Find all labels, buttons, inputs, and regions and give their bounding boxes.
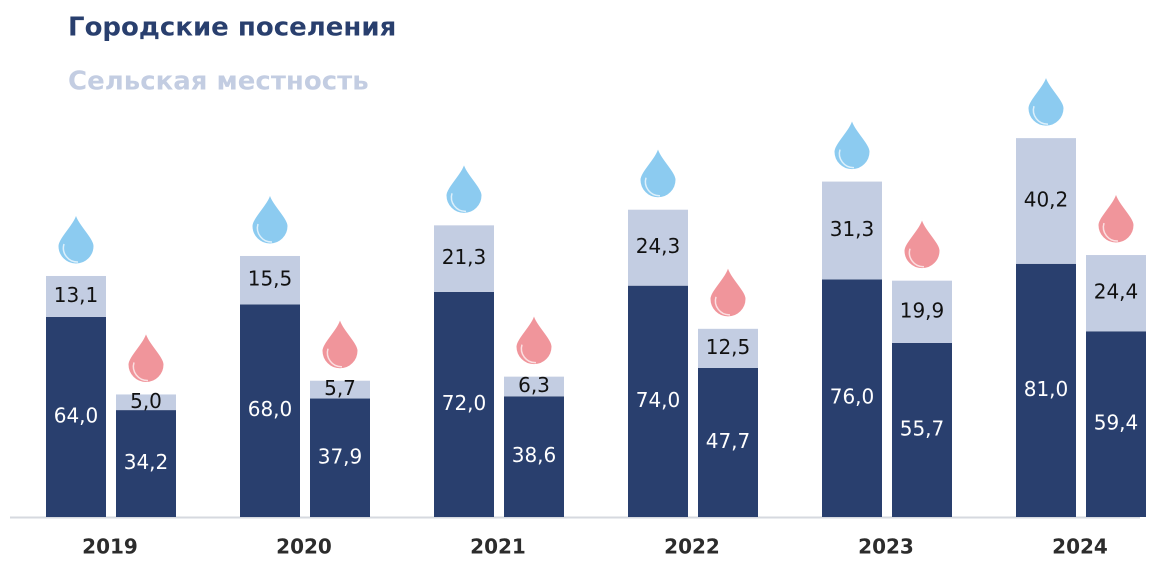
- value-label: 6,3: [518, 373, 550, 397]
- bar-segment: [434, 225, 494, 292]
- bar-segment: [892, 280, 952, 343]
- bar-segment: [822, 181, 882, 280]
- bar-segment: [698, 328, 758, 368]
- drop-highlight: [908, 248, 925, 268]
- bar-segment: [1086, 331, 1146, 517]
- value-label: 72,0: [442, 391, 487, 415]
- drop-highlight: [256, 223, 273, 243]
- drop-icon: [833, 119, 871, 171]
- value-label: 24,4: [1094, 280, 1139, 304]
- value-label: 15,5: [248, 267, 293, 291]
- bar-segment: [628, 209, 688, 286]
- value-label: 31,3: [830, 217, 875, 241]
- value-label: 5,0: [130, 389, 162, 413]
- value-label: 64,0: [54, 403, 99, 427]
- drop-icon: [1027, 75, 1065, 127]
- value-label: 5,7: [324, 376, 356, 400]
- bar-segment: [310, 380, 370, 399]
- value-label: 24,3: [636, 234, 681, 258]
- drop-icon: [709, 266, 747, 318]
- bar-segment: [434, 291, 494, 517]
- value-label: 68,0: [248, 397, 293, 421]
- bar-segment: [240, 304, 300, 517]
- drop-highlight: [450, 193, 467, 213]
- x-tick-label: 2024: [1052, 535, 1108, 559]
- bar-segment: [240, 255, 300, 305]
- bar-segment: [1016, 263, 1076, 517]
- x-tick-label: 2021: [470, 535, 526, 559]
- value-label: 21,3: [442, 245, 487, 269]
- x-tick-label: 2020: [276, 535, 332, 559]
- value-label: 13,1: [54, 283, 99, 307]
- value-label: 81,0: [1024, 377, 1069, 401]
- value-label: 38,6: [512, 443, 557, 467]
- bar-segment: [892, 342, 952, 517]
- bar-segment: [1016, 138, 1076, 264]
- legend-urban: Городские поселения: [68, 13, 396, 43]
- drop-icon: [321, 318, 359, 370]
- value-label: 34,2: [124, 450, 169, 474]
- value-label: 37,9: [318, 444, 363, 468]
- bar-segment: [116, 410, 176, 517]
- drop-icon: [1097, 192, 1135, 244]
- value-label: 55,7: [900, 416, 945, 440]
- bar-segment: [504, 376, 564, 397]
- bar-segment: [46, 275, 106, 317]
- bar-segment: [116, 394, 176, 411]
- x-tick-label: 2022: [664, 535, 720, 559]
- value-label: 47,7: [706, 429, 751, 453]
- drop-icon: [251, 193, 289, 245]
- bar-segment: [628, 285, 688, 517]
- drop-highlight: [326, 348, 343, 368]
- bar-segment: [1086, 255, 1146, 332]
- x-tick-label: 2023: [858, 535, 914, 559]
- drop-icon: [445, 163, 483, 214]
- drop-highlight: [1102, 222, 1119, 242]
- drop-icon: [515, 314, 553, 366]
- drop-icon: [127, 332, 165, 383]
- legend-rural: Сельская местность: [68, 67, 369, 97]
- bar-segment: [698, 367, 758, 517]
- drop-highlight: [838, 149, 855, 169]
- drop-highlight: [1032, 105, 1049, 125]
- drop-highlight: [520, 344, 537, 364]
- value-label: 74,0: [636, 388, 681, 412]
- drop-icon: [639, 147, 677, 199]
- bar-segment: [504, 396, 564, 517]
- drop-highlight: [62, 243, 79, 263]
- drop-highlight: [644, 177, 661, 197]
- x-tick-label: 2019: [82, 535, 138, 559]
- value-label: 19,9: [900, 298, 945, 322]
- bar-segment: [822, 279, 882, 517]
- value-label: 59,4: [1094, 411, 1139, 435]
- bar-segment: [310, 398, 370, 517]
- value-label: 76,0: [830, 385, 875, 409]
- value-label: 12,5: [706, 335, 751, 359]
- drop-icon: [903, 218, 941, 270]
- bar-segment: [46, 316, 106, 517]
- drop-highlight: [714, 296, 731, 316]
- drop-icon: [57, 213, 95, 265]
- value-label: 40,2: [1024, 187, 1069, 211]
- drop-highlight: [132, 362, 149, 382]
